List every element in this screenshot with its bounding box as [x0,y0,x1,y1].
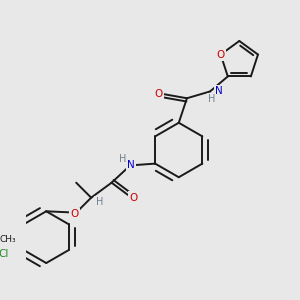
Text: CH₃: CH₃ [0,235,16,244]
Text: O: O [155,89,163,99]
Text: O: O [217,50,225,59]
Text: Cl: Cl [0,249,8,259]
Text: N: N [215,86,223,96]
Text: H: H [119,154,127,164]
Text: N: N [127,160,134,170]
Text: H: H [96,197,103,207]
Text: H: H [208,94,215,104]
Text: O: O [71,209,79,219]
Text: O: O [129,193,137,203]
